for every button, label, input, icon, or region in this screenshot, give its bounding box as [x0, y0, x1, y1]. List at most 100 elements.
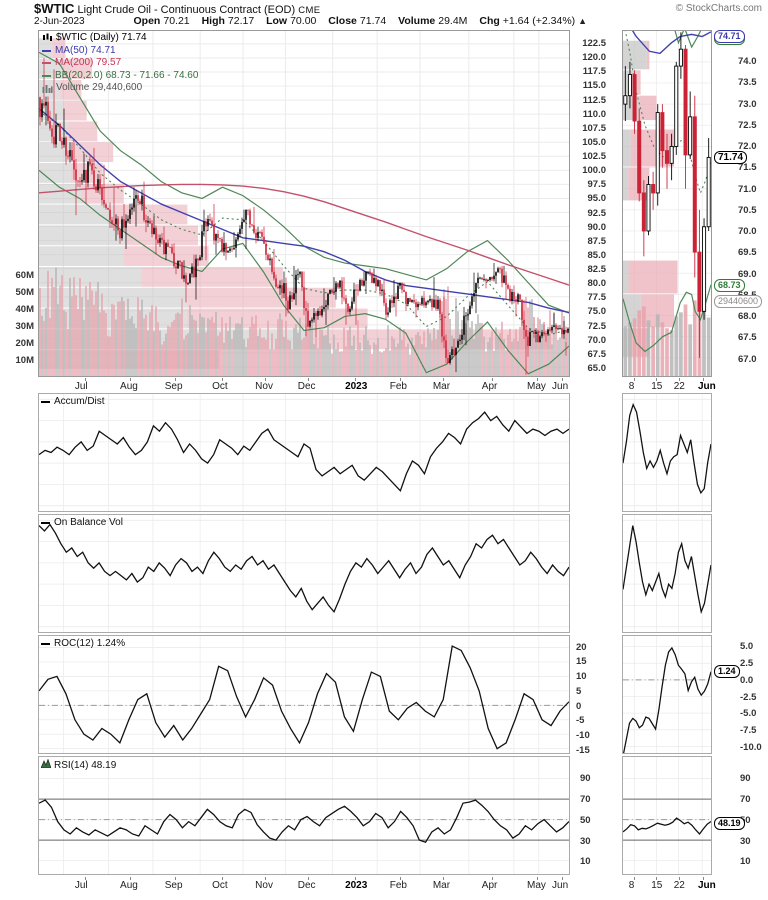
- price-tick-label: 112.5: [582, 94, 606, 106]
- axis-tick: [130, 378, 132, 381]
- axis-tick: [265, 877, 267, 880]
- header-title-row: $WTIC Light Crude Oil - Continuous Contr…: [34, 1, 764, 16]
- rsi-tick-label: 30: [580, 835, 591, 847]
- close-label: Close: [328, 15, 357, 27]
- price-tick-label: 75.0: [587, 306, 607, 318]
- price-tick-label: 65.0: [587, 362, 607, 374]
- axis-tick: [222, 877, 224, 880]
- roc-zoom-tick-label: -7.5: [740, 725, 757, 737]
- obv-label: On Balance Vol: [54, 517, 123, 528]
- open-value: 70.21: [163, 15, 190, 27]
- rsi-zoom-chart: [622, 756, 712, 875]
- zoom-date-label: Jun: [698, 381, 716, 392]
- rsi-zoom-tick-label: 50: [740, 814, 751, 826]
- month-label: Sep: [164, 880, 183, 891]
- rsi-label: RSI(14) 48.19: [54, 759, 117, 771]
- price-tick-label: 92.5: [587, 207, 607, 219]
- volume-tick-label: 50M: [15, 287, 34, 298]
- month-label: Dec: [297, 880, 316, 891]
- volume-tick-label: 40M: [15, 304, 34, 315]
- axis-tick: [633, 378, 635, 381]
- rsi-zoom-tick-label: 90: [740, 772, 751, 784]
- price-tick-label: 85.0: [587, 249, 607, 261]
- roc-tick-label: 0: [576, 700, 582, 712]
- close-value: 71.74: [359, 15, 387, 27]
- zoom-price-tick-label: 70.0: [738, 226, 757, 238]
- rsi-zoom-tick-label: 30: [740, 835, 751, 847]
- chart-title: Light Crude Oil - Continuous Contract (E…: [77, 4, 296, 16]
- chg-up-arrow-icon: ▲: [578, 16, 588, 26]
- zoom-price-tick-label: 70.5: [738, 204, 757, 216]
- axis-tick: [130, 877, 132, 880]
- price-tick-label: 87.5: [587, 235, 607, 247]
- axis-tick: [265, 378, 267, 381]
- month-label: May: [527, 381, 546, 392]
- middle-date-axis: Jul Aug Sep Oct Nov Dec 2023 Feb Mar Apr May Jun 8 15…: [0, 378, 768, 393]
- axis-tick: [491, 877, 493, 880]
- ma50-tag: 74.71: [714, 30, 745, 43]
- high-value: 72.17: [227, 15, 255, 27]
- month-label: Nov: [255, 880, 273, 891]
- exchange-label: CME: [298, 5, 321, 16]
- zoom-date-label: 15: [651, 381, 663, 392]
- rsi-mountain-icon: [40, 758, 52, 771]
- axis-tick: [355, 378, 357, 381]
- volume-tick-label: 60M: [15, 270, 34, 281]
- source-credit: © StockCharts.com: [675, 3, 762, 14]
- month-label: Oct: [212, 880, 228, 891]
- chg-value: +1.64 (+2.34%): [502, 15, 576, 27]
- axis-tick: [84, 877, 86, 880]
- volume-tick-label: 30M: [15, 321, 34, 332]
- axis-tick: [656, 378, 658, 381]
- main-price-chart: $WTIC (Daily) 71.74 MA(50) 74.71 MA(200)…: [38, 30, 570, 377]
- low-label: Low: [266, 15, 288, 27]
- price-tick-label: 115.0: [582, 80, 606, 92]
- rsi-tick-label: 10: [580, 856, 591, 868]
- zoom-price-tick-label: 71.0: [738, 183, 757, 195]
- rsi-chart: [38, 756, 570, 875]
- price-tick-label: 80.0: [587, 278, 607, 290]
- accum-dist-legend: Accum/Dist: [41, 396, 105, 407]
- volume-tag: 29440600: [714, 295, 763, 309]
- roc-line-swatch: [41, 642, 50, 645]
- roc-tick-label: -10: [576, 729, 590, 741]
- last-price-tag: 71.74: [714, 150, 748, 164]
- axis-tick: [633, 877, 635, 880]
- rsi-tick-label: 90: [580, 772, 591, 784]
- chg-label: Chg: [479, 15, 500, 27]
- axis-tick: [703, 378, 704, 381]
- accum-dist-chart: [38, 393, 570, 512]
- roc-label: ROC(12) 1.24%: [54, 638, 126, 649]
- price-tick-label: 95.0: [587, 193, 607, 205]
- volume-tick-label: 20M: [15, 338, 34, 349]
- zoom-price-tick-label: 73.5: [738, 77, 757, 89]
- axis-tick: [537, 877, 539, 880]
- volume-tick-label: 10M: [15, 355, 34, 366]
- price-tick-label: 122.5: [582, 37, 606, 49]
- zoom-price-chart: [622, 30, 712, 377]
- roc-tick-label: 5: [576, 685, 582, 697]
- price-tick-label: 100.0: [582, 165, 606, 177]
- zoom-price-tick-label: 69.0: [738, 268, 757, 280]
- quote-row: 2-Jun-2023 Open 70.21 High 72.17 Low 70.00 …: [34, 15, 764, 28]
- month-label: Jun: [552, 880, 569, 891]
- price-tick-label: 107.5: [582, 122, 606, 134]
- axis-tick: [399, 877, 401, 880]
- price-tick-label: 67.5: [587, 348, 607, 360]
- axis-tick: [442, 877, 444, 880]
- month-label: Feb: [389, 381, 407, 392]
- roc-tick-label: 10: [576, 671, 587, 683]
- zoom-date-label: 8: [628, 880, 635, 891]
- high-label: High: [201, 15, 225, 27]
- rsi-zoom-tick-label: 10: [740, 856, 751, 868]
- ticker-symbol: $WTIC: [34, 1, 75, 16]
- price-tick-label: 102.5: [582, 151, 606, 163]
- obv-zoom-chart: [622, 514, 712, 633]
- month-label: Oct: [212, 381, 228, 392]
- month-label: Sep: [164, 381, 183, 392]
- axis-tick: [656, 877, 658, 880]
- price-tick-label: 117.5: [582, 66, 606, 78]
- accum-dist-zoom-chart: [622, 393, 712, 512]
- roc-tag: 1.24: [714, 665, 740, 679]
- price-tick-label: 82.5: [587, 264, 607, 276]
